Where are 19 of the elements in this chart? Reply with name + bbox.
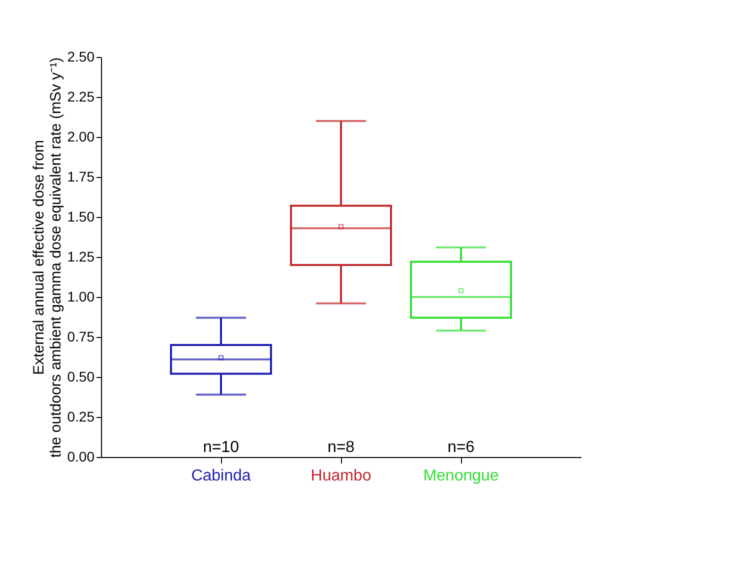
x-tick-label: Cabinda xyxy=(191,468,251,484)
y-tick-label: 1.50 xyxy=(67,208,95,224)
y-tick-label: 2.25 xyxy=(67,88,95,104)
y-tick-label: 0.25 xyxy=(67,408,95,424)
y-tick-label: 1.25 xyxy=(67,248,95,264)
x-tick-label: Huambo xyxy=(310,468,372,484)
annotation: n=10 xyxy=(202,439,240,456)
y-tick-label: 2.50 xyxy=(67,48,95,64)
y-tick-label: 1.75 xyxy=(67,168,95,184)
x-tick-label: Menongue xyxy=(423,468,499,484)
text: the outdoors ambient gamma dose equivalent rate (mSv y⁻¹) xyxy=(47,57,64,458)
y-tick-label: 1.00 xyxy=(67,288,95,304)
y-tick-label: 0.75 xyxy=(67,328,95,344)
text: External annual effective dose from xyxy=(30,140,48,375)
y-tick-label: 0.00 xyxy=(67,448,95,464)
annotation: n=8 xyxy=(327,439,355,456)
y-tick-label: 2.00 xyxy=(67,128,95,144)
y-tick-label: 0.50 xyxy=(67,368,95,384)
annotation: n=6 xyxy=(447,439,475,456)
